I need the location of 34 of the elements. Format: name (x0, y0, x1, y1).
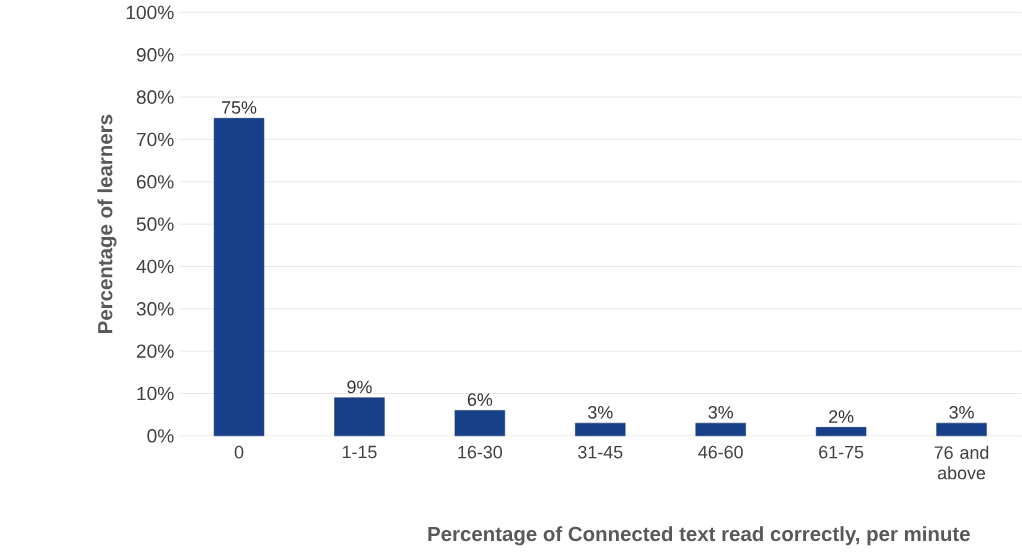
y-tick-label: 70% (136, 132, 174, 147)
bar (815, 427, 867, 437)
bar (695, 423, 746, 437)
bar (936, 423, 987, 437)
data-label: 3% (949, 406, 974, 419)
x-tick-label: 76 and above (934, 445, 989, 480)
y-tick-label: 60% (136, 175, 174, 189)
x-axis-title: Percentage of Connected text read correctly, per minute (428, 526, 970, 546)
bar (575, 423, 626, 437)
y-axis-title: Percentage of learners (97, 114, 117, 334)
data-label: 75% (222, 101, 257, 114)
data-label: 9% (347, 380, 372, 394)
bar (334, 397, 385, 437)
x-tick-label: 0 (234, 445, 244, 459)
y-tick-label: 30% (136, 302, 174, 316)
x-tick-label: 1-15 (342, 445, 377, 459)
data-label: 3% (588, 406, 613, 419)
y-tick-label: 0% (147, 429, 174, 443)
data-label: 3% (708, 406, 733, 419)
x-tick-label: 46-60 (698, 445, 743, 459)
x-tick-label: 31-45 (578, 445, 623, 459)
bar (454, 410, 506, 437)
y-tick-label: 100% (126, 5, 174, 20)
y-tick-label: 20% (136, 344, 174, 359)
y-tick-label: 90% (136, 48, 174, 62)
bar (213, 118, 265, 437)
y-tick-label: 40% (136, 259, 174, 274)
data-label: 2% (829, 410, 854, 423)
data-label: 6% (467, 393, 493, 407)
y-tick-label: 50% (136, 217, 174, 232)
x-tick-label: 61-75 (819, 445, 864, 459)
x-tick-label: 16-30 (458, 445, 503, 459)
y-tick-label: 80% (136, 90, 174, 105)
y-tick-label: 10% (137, 386, 174, 401)
